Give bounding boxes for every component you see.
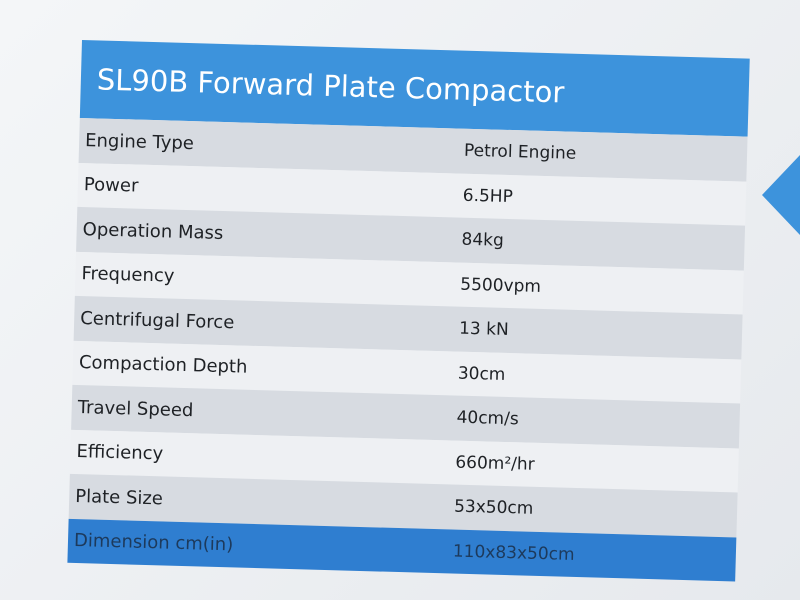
spec-label: Compaction Depth: [78, 352, 248, 378]
spec-value: Petrol Engine: [463, 140, 577, 165]
spec-value: 660m²/hr: [455, 452, 535, 475]
spec-label: Operation Mass: [82, 218, 224, 244]
spec-value: 13 kN: [458, 318, 509, 341]
spec-label: Dimension cm(in): [73, 530, 234, 556]
spec-label: Plate Size: [74, 485, 164, 510]
spec-value: 40cm/s: [456, 407, 519, 430]
spec-value: 110x83x50cm: [452, 541, 575, 565]
spec-value: 5500vpm: [460, 274, 542, 297]
spec-label: Power: [83, 174, 139, 197]
spec-value: 6.5HP: [462, 185, 514, 207]
spec-label: Frequency: [81, 263, 175, 287]
spec-sheet: SL90B Forward Plate Compactor Engine Typ…: [67, 40, 750, 582]
spec-label: Centrifugal Force: [79, 307, 235, 334]
spec-value: 30cm: [457, 363, 506, 385]
spec-value: 84kg: [461, 229, 505, 252]
spec-label: Engine Type: [84, 129, 195, 154]
spec-value: 53x50cm: [453, 496, 534, 520]
decor-arrow: [762, 155, 800, 235]
spec-table: Engine Type Petrol Engine Power 6.5HP Operat…: [67, 117, 748, 582]
spec-label: Efficiency: [76, 441, 164, 465]
spec-label: Travel Speed: [77, 396, 194, 421]
